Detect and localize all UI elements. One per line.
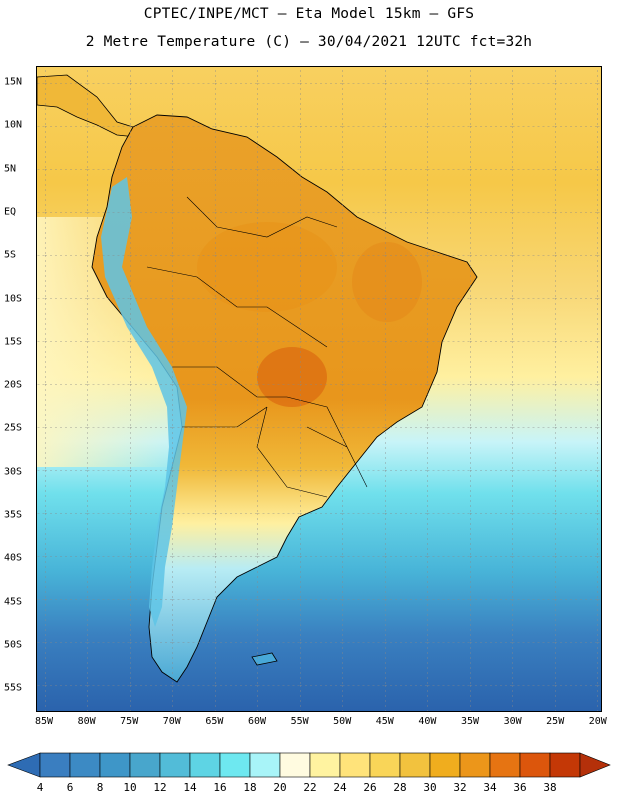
colorbar-tick-label: 34	[483, 781, 497, 794]
colorbar-tick-label: 8	[97, 781, 104, 794]
lon-label: 80W	[77, 716, 96, 727]
colorbar-tick-label: 10	[123, 781, 136, 794]
title-line-1: CPTEC/INPE/MCT – Eta Model 15km – GFS	[143, 6, 475, 22]
colorbar-tick-label: 6	[67, 781, 74, 794]
colorbar-swatch	[99, 752, 131, 778]
colorbar-swatch	[429, 752, 461, 778]
lon-label: 65W	[205, 716, 224, 727]
lat-label: 55S	[4, 682, 23, 694]
colorbar-swatch	[489, 752, 521, 778]
lon-label: 20W	[588, 716, 607, 727]
colorbar-low-arrow	[7, 752, 41, 778]
lon-label: 85W	[34, 716, 54, 727]
colorbar-tick-label: 20	[273, 781, 286, 794]
title-line-2: 2 Metre Temperature (C) – 30/04/2021 12U…	[85, 34, 533, 50]
colorbar-tick-label: 18	[243, 781, 256, 794]
lat-label: 25S	[4, 422, 23, 434]
colorbar-swatch	[399, 752, 431, 778]
lat-label: 5S	[4, 249, 17, 261]
colorbar-tick-label: 4	[37, 781, 44, 794]
colorbar-high-arrow	[579, 752, 611, 778]
colorbar-swatch	[159, 752, 191, 778]
colorbar-tick-label: 22	[303, 781, 316, 794]
lon-label: 70W	[162, 716, 181, 727]
colorbar-swatch	[549, 752, 581, 778]
colorbar-swatch	[369, 752, 401, 778]
lat-label: 30S	[4, 466, 23, 478]
lat-label: 15S	[4, 336, 23, 348]
temperature-map[interactable]	[36, 66, 602, 712]
lat-lon-grid	[37, 67, 601, 711]
colorbar-swatch	[39, 752, 71, 778]
lon-label: 50W	[333, 716, 352, 727]
colorbar-tick-label: 36	[513, 781, 526, 794]
colorbar-swatch	[309, 752, 341, 778]
colorbar-tick-label: 30	[423, 781, 436, 794]
lat-label: 10S	[4, 293, 23, 304]
colorbar-tick-label: 32	[453, 781, 466, 794]
colorbar-tick-label: 26	[363, 781, 376, 794]
colorbar-swatch	[129, 752, 161, 778]
lon-label: 40W	[418, 716, 437, 727]
lat-label: 35S	[4, 509, 23, 521]
lon-label: 55W	[290, 716, 309, 727]
lat-label: 40S	[4, 552, 23, 564]
lon-label: 75W	[120, 716, 139, 727]
colorbar-tick-label: 16	[213, 781, 226, 794]
lon-label: 45W	[375, 716, 394, 727]
colorbar-swatch	[249, 752, 281, 778]
colorbar-swatch	[519, 752, 551, 778]
colorbar-swatch	[189, 752, 221, 778]
colorbar-swatch	[339, 752, 371, 778]
colorbar-tick-label: 24	[333, 781, 347, 794]
lat-label: 5N	[4, 163, 17, 175]
lat-label: 10N	[4, 119, 23, 131]
lat-label: 15N	[4, 76, 23, 88]
colorbar-tick-label: 38	[543, 781, 556, 794]
map-svg	[37, 67, 601, 711]
colorbar-tick-label: 12	[153, 781, 166, 794]
colorbar-swatch	[279, 752, 311, 778]
lon-label: 35W	[460, 716, 480, 727]
lat-label: 45S	[4, 596, 23, 608]
lon-label: 25W	[546, 716, 565, 727]
lon-label: 30W	[503, 716, 522, 727]
colorbar: 4 6 8 10 12 14 16 18 20 22 24 26 28 30 32 34 36 38	[7, 752, 611, 794]
colorbar-tick-label: 14	[183, 781, 197, 794]
colorbar-tick-label: 28	[393, 781, 406, 794]
lon-label: 60W	[247, 716, 267, 727]
lat-label: 20S	[4, 379, 23, 391]
colorbar-swatch	[219, 752, 251, 778]
colorbar-swatch	[69, 752, 101, 778]
colorbar-swatch	[459, 752, 491, 778]
lat-label: EQ	[4, 206, 17, 218]
lat-label: 50S	[4, 639, 23, 651]
